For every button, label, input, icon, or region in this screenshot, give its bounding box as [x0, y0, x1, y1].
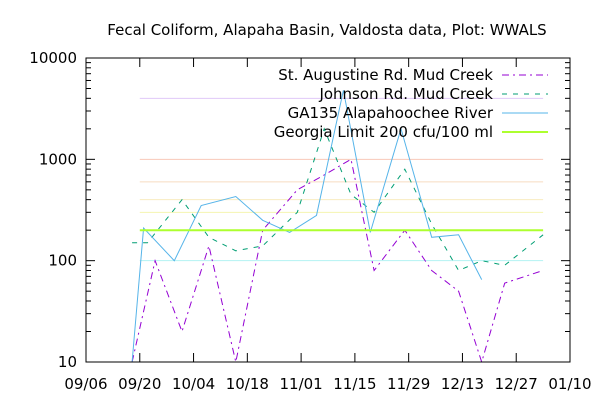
- x-tick-label: 01/10: [548, 375, 591, 393]
- series-line: [131, 90, 483, 363]
- x-tick-label: 11/01: [279, 375, 322, 393]
- legend-label: Georgia Limit 200 cfu/100 ml: [274, 123, 493, 141]
- x-tick-label: 09/20: [118, 375, 161, 393]
- y-tick-label: 10000: [29, 49, 77, 67]
- legend-label: Johnson Rd. Mud Creek: [318, 85, 493, 103]
- x-tick-label: 12/27: [495, 375, 538, 393]
- x-tick-label: 10/04: [172, 375, 215, 393]
- chart-title: Fecal Coliform, Alapaha Basin, Valdosta …: [107, 21, 546, 39]
- y-tick-label: 10: [58, 353, 77, 371]
- legend-label: GA135 Alapahoochee River: [288, 104, 494, 122]
- legend-label: St. Augustine Rd. Mud Creek: [278, 66, 493, 84]
- x-tick-label: 11/29: [387, 375, 430, 393]
- data-series: [131, 90, 544, 364]
- x-tick-label: 12/13: [441, 375, 484, 393]
- plot-frame: [85, 57, 571, 363]
- axes: 10 100 1000 10000 09/06 09/20 10/04 10/18 11/01 1…: [29, 49, 591, 393]
- series-line: [132, 127, 544, 272]
- x-tick-label: 10/18: [226, 375, 269, 393]
- series-line: [131, 158, 544, 364]
- y-tick-label: 100: [48, 252, 77, 270]
- y-tick-label: 1000: [39, 150, 77, 168]
- x-tick-label: 11/15: [333, 375, 376, 393]
- x-tick-label: 09/06: [64, 375, 107, 393]
